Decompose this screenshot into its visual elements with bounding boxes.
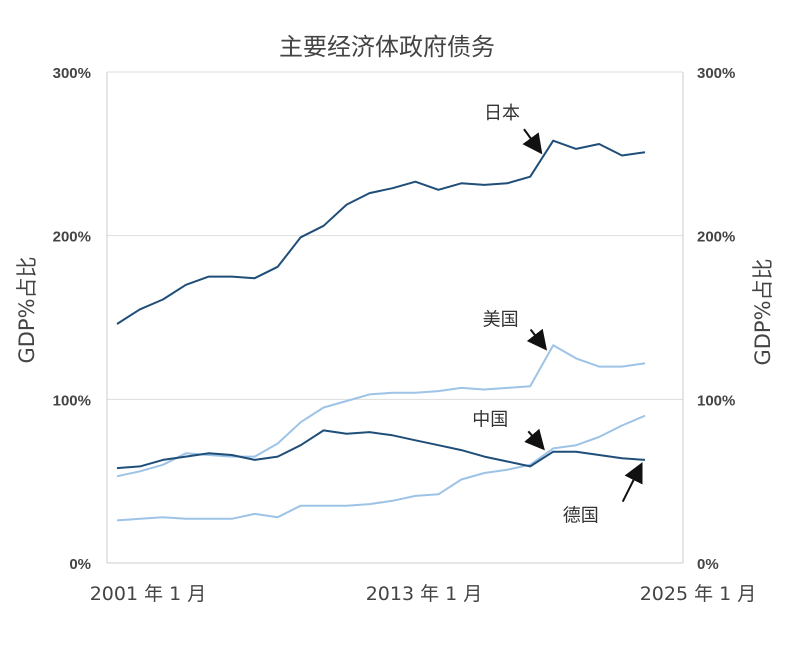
y-tick-label-left: 100% (53, 392, 91, 409)
y-tick-label-left: 200% (53, 229, 91, 246)
annotation-label-中国: 中国 (472, 409, 508, 430)
chart-title: 主要经济体政府债务 (279, 33, 495, 61)
x-tick-label: 2025 年 1 月 (640, 583, 757, 605)
y-tick-label-left: 0% (69, 556, 91, 573)
gridlines (106, 71, 684, 564)
x-tick-label: 2001 年 1 月 (90, 583, 207, 605)
y-axis-right-ticks: 0% 100% 200% 300% (697, 65, 735, 573)
series-line-美国 (116, 344, 646, 478)
y-tick-label-right: 200% (697, 229, 735, 246)
y-axis-left-label: GDP%占比 (15, 256, 39, 363)
annotation-label-美国: 美国 (483, 310, 519, 331)
y-axis-right-label: GDP%占比 (751, 258, 775, 365)
annotation-arrow-日本 (522, 128, 543, 155)
annotation-arrow-德国 (621, 462, 643, 503)
series-line-德国 (116, 429, 646, 470)
series-lines (116, 139, 646, 522)
series-line-中国 (116, 414, 646, 522)
annotation-arrow-中国 (524, 428, 545, 451)
annotation-label-日本: 日本 (484, 103, 520, 124)
annotation-label-德国: 德国 (563, 506, 599, 527)
series-line-日本 (116, 139, 646, 325)
y-tick-label-right: 0% (697, 556, 719, 573)
y-tick-label-right: 300% (697, 65, 735, 82)
y-tick-label-right: 100% (697, 392, 735, 409)
y-axis-left-ticks: 0% 100% 200% 300% (53, 65, 91, 573)
y-tick-label-left: 300% (53, 65, 91, 82)
x-tick-label: 2013 年 1 月 (366, 583, 483, 605)
annotation-arrow-美国 (526, 328, 548, 351)
x-axis-ticks: 2001 年 1 月 2013 年 1 月 2025 年 1 月 (90, 583, 757, 605)
